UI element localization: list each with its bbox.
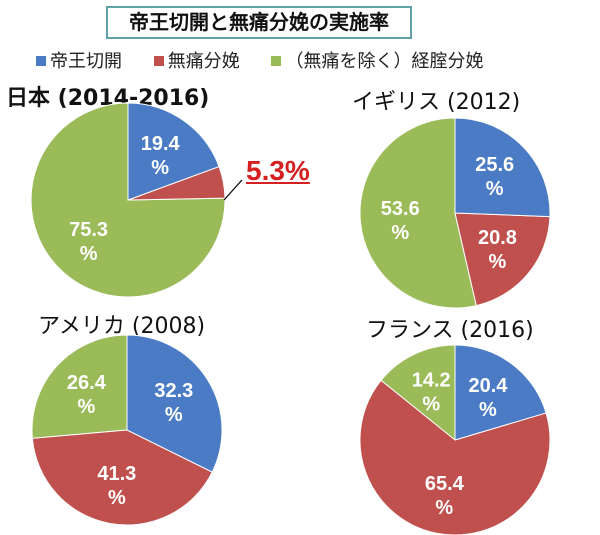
pie-label-uk-0: 25.6% [475, 154, 514, 200]
pie-label-usa-0: 32.3% [154, 380, 193, 426]
pie-slice-uk-0 [454, 117, 551, 218]
pie-slice-france-2 [380, 344, 456, 442]
pie-label-japan-2: 75.3% [69, 219, 108, 265]
pie-slice-japan-2 [30, 102, 226, 298]
pie-slice-usa-0 [126, 334, 223, 473]
callout-line [223, 179, 243, 201]
pie-label-france-1: 65.4% [425, 473, 465, 519]
chart-title: 帝王切開と無痛分娩の実施率 [106, 6, 412, 39]
legend-label: 帝王切開 [50, 51, 122, 72]
legend-swatch [153, 56, 164, 66]
pie-slice-france-0 [454, 344, 547, 441]
legend-item-epidural: 無痛分娩 [153, 51, 240, 72]
legend-item-vaginal: （無痛を除く）経腟分娩 [271, 51, 483, 72]
pie-label-france-0: 20.4% [468, 375, 508, 421]
pie-label-uk-2: 53.6% [381, 198, 420, 244]
callout-japan-epidural: 5.3% [246, 155, 310, 186]
pie-slice-uk-1 [454, 212, 551, 307]
legend-swatch [271, 56, 282, 66]
pie-title-uk: イギリス (2012) [352, 90, 521, 115]
pie-slice-usa-1 [31, 429, 213, 526]
pie-label-usa-1: 41.3% [97, 463, 136, 509]
legend: 帝王切開 無痛分娩 （無痛を除く）経腟分娩 [36, 47, 509, 73]
legend-item-cesarean: 帝王切開 [36, 51, 122, 72]
pie-slice-france-1 [359, 379, 551, 535]
legend-label: 無痛分娩 [167, 51, 240, 72]
pie-label-uk-1: 20.8% [478, 227, 517, 273]
legend-swatch [36, 56, 46, 66]
pie-label-japan-0: 19.4% [141, 133, 181, 179]
pie-slice-uk-2 [359, 117, 477, 309]
pie-label-usa-2: 26.4% [67, 372, 107, 418]
legend-label: （無痛を除く）経腟分娩 [285, 51, 484, 72]
pie-title-france: フランス (2016) [366, 318, 534, 343]
pie-slice-japan-0 [127, 102, 220, 201]
pie-slice-usa-2 [31, 334, 128, 439]
pie-label-france-2: 14.2% [412, 369, 451, 415]
